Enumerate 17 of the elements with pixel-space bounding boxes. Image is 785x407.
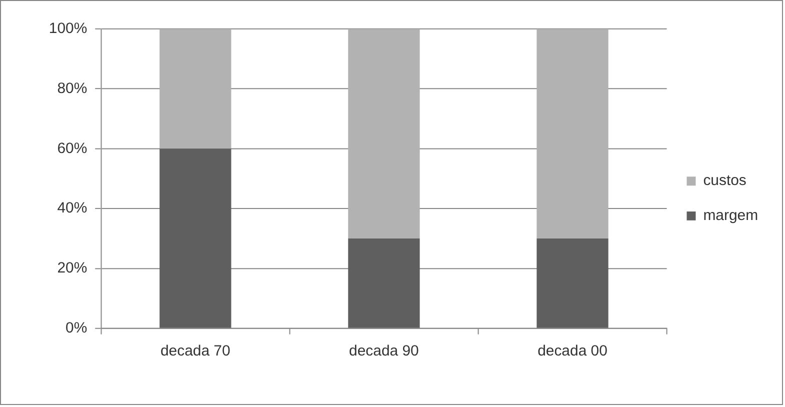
- y-tick-label: 80%: [57, 80, 88, 97]
- y-tick-label: 20%: [57, 260, 88, 277]
- bar: [536, 238, 608, 328]
- bar: [160, 148, 232, 328]
- bar: [348, 28, 420, 239]
- legend-label: custos: [703, 172, 746, 190]
- bar: [348, 238, 420, 328]
- legend-label: margem: [703, 207, 758, 224]
- bar: [536, 28, 608, 239]
- x-tick-label: decada 70: [160, 342, 230, 360]
- y-tick-label: 0%: [66, 320, 88, 336]
- bar: [160, 28, 232, 149]
- y-tick-label: 40%: [57, 200, 88, 217]
- y-tick-label: 100%: [48, 20, 88, 37]
- x-tick-label: decada 90: [349, 342, 419, 360]
- y-tick-label: 60%: [57, 140, 88, 157]
- x-tick-label: decada 00: [538, 342, 608, 360]
